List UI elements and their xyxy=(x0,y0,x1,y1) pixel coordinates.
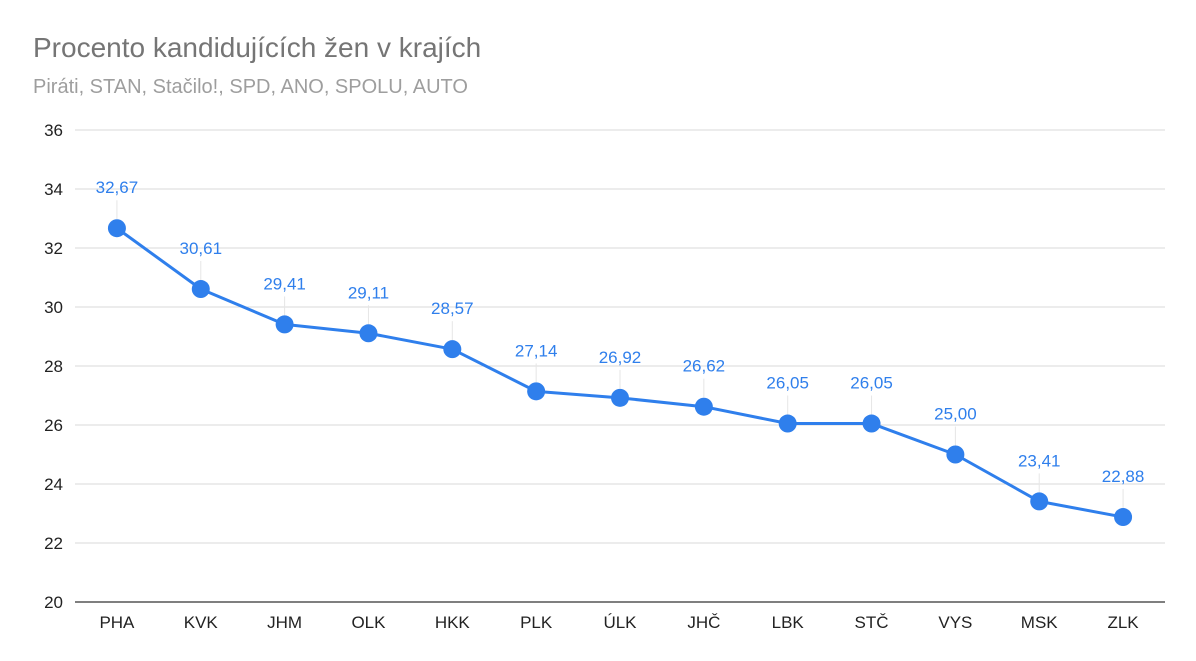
data-label: 26,05 xyxy=(766,374,809,393)
data-label: 26,92 xyxy=(599,348,642,367)
data-points xyxy=(107,219,1133,527)
x-tick-label: PLK xyxy=(520,613,553,632)
x-tick-label: PHA xyxy=(99,613,135,632)
x-tick-label: STČ xyxy=(855,613,889,632)
x-tick-label: KVK xyxy=(184,613,219,632)
data-point xyxy=(443,340,462,359)
data-label: 22,88 xyxy=(1102,467,1145,486)
y-tick-label: 26 xyxy=(44,416,63,435)
x-tick-label: ZLK xyxy=(1107,613,1139,632)
data-labels: 32,67 30,61 29,41 29,11 28,57 27,14 26,92 26,62… xyxy=(96,178,1145,486)
x-tick-label: LBK xyxy=(772,613,805,632)
data-label: 26,62 xyxy=(683,357,726,376)
data-label: 25,00 xyxy=(934,405,977,424)
data-label: 32,67 xyxy=(96,178,139,197)
x-tick-label: JHM xyxy=(267,613,302,632)
data-label-leaders xyxy=(116,200,1124,509)
data-point xyxy=(1114,508,1133,527)
data-label: 27,14 xyxy=(515,341,558,360)
y-tick-label: 32 xyxy=(44,239,63,258)
x-tick-label: HKK xyxy=(435,613,471,632)
data-point xyxy=(1030,492,1049,511)
y-tick-label: 28 xyxy=(44,357,63,376)
y-axis-ticks: 20 22 24 26 28 30 32 34 36 xyxy=(44,121,63,612)
y-tick-label: 34 xyxy=(44,180,63,199)
data-point xyxy=(107,219,126,238)
data-point xyxy=(946,445,965,464)
y-tick-label: 36 xyxy=(44,121,63,140)
data-point xyxy=(527,382,546,401)
chart-title: Procento kandidujících žen v krajích xyxy=(33,32,481,63)
data-point xyxy=(694,397,713,416)
data-label: 29,11 xyxy=(348,283,389,302)
x-axis-ticks: PHA KVK JHM OLK HKK PLK ÚLK JHČ LBK STČ VYS MSK ZLK xyxy=(99,613,1139,632)
data-point xyxy=(778,414,797,433)
data-point xyxy=(191,280,210,299)
x-tick-label: MSK xyxy=(1021,613,1059,632)
data-label: 30,61 xyxy=(179,239,222,258)
data-point xyxy=(359,324,378,343)
data-label: 26,05 xyxy=(850,374,893,393)
y-tick-label: 24 xyxy=(44,475,63,494)
x-tick-label: OLK xyxy=(351,613,386,632)
data-label: 29,41 xyxy=(263,274,306,293)
x-tick-label: VYS xyxy=(938,613,972,632)
gridlines xyxy=(75,129,1165,603)
y-tick-label: 22 xyxy=(44,534,63,553)
y-tick-label: 20 xyxy=(44,593,63,612)
data-point xyxy=(862,414,881,433)
data-label: 28,57 xyxy=(431,299,474,318)
data-point xyxy=(611,388,629,407)
data-label: 23,41 xyxy=(1018,451,1061,470)
y-tick-label: 30 xyxy=(44,298,63,317)
x-tick-label: ÚLK xyxy=(603,613,637,632)
data-point xyxy=(275,315,294,334)
chart-subtitle: Piráti, STAN, Stačilo!, SPD, ANO, SPOLU,… xyxy=(33,76,468,98)
x-tick-label: JHČ xyxy=(687,613,720,632)
